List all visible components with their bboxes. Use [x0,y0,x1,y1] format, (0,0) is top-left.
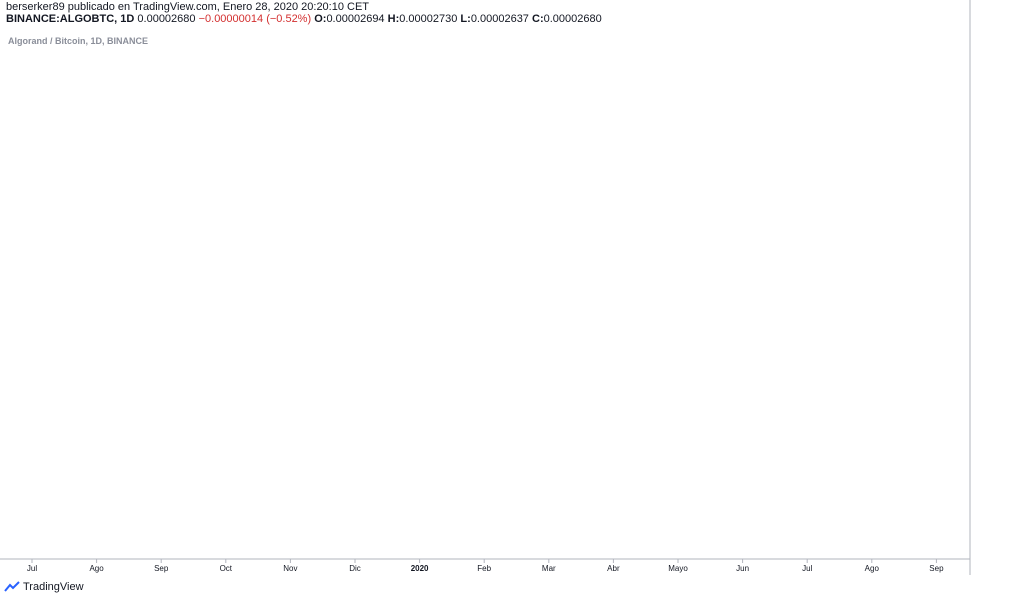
footer: TradingView [4,581,84,593]
tradingview-logo-icon [4,581,20,592]
price-axis: 0.000066000.000062000.000058000.00005400… [0,0,971,575]
close-label: C: [532,13,544,25]
x-tick-label: Ago [89,564,104,573]
x-tick-label: 2020 [411,564,429,573]
open-label: O: [314,13,327,25]
x-tick-label: Dic [349,564,361,573]
low-value: 0.00002637 [470,13,529,25]
chart-title: Algorand / Bitcoin, 1D, BINANCE [8,36,148,46]
x-tick-label: Nov [283,564,297,573]
x-tick-label: Ago [865,564,880,573]
high-label: H: [387,13,400,25]
ohlc-line: BINANCE:ALGOBTC, 1D 0.00002680 −0.000000… [6,13,602,26]
last-value: 0.00002680 [137,13,196,25]
x-tick-label: Mar [542,564,556,573]
x-tick-label: Feb [477,564,491,573]
low-label: L: [460,13,471,25]
x-tick-label: Sep [929,564,944,573]
x-tick-label: Sep [154,564,169,573]
brand-label: TradingView [23,581,84,593]
publisher-text: berserker89 publicado en TradingView.com… [6,1,370,13]
publisher-line: berserker89 publicado en TradingView.com… [6,1,369,14]
x-tick-label: Abr [607,564,620,573]
close-value: 0.00002680 [543,13,602,25]
x-tick-label: Mayo [668,564,688,573]
time-axis: Jul Ago Sep Oct Nov Dic 2020 Feb Mar Abr Mayo Jun Ju… [27,559,944,573]
x-tick-label: Oct [220,564,233,573]
x-tick-label: Jul [27,564,37,573]
open-value: 0.00002694 [326,13,385,25]
high-value: 0.00002730 [399,13,458,25]
x-tick-label: Jul [802,564,812,573]
symbol-label: BINANCE:ALGOBTC, 1D [6,13,135,25]
x-tick-label: Jun [736,564,749,573]
change-value: −0.00000014 (−0.52%) [198,13,312,25]
